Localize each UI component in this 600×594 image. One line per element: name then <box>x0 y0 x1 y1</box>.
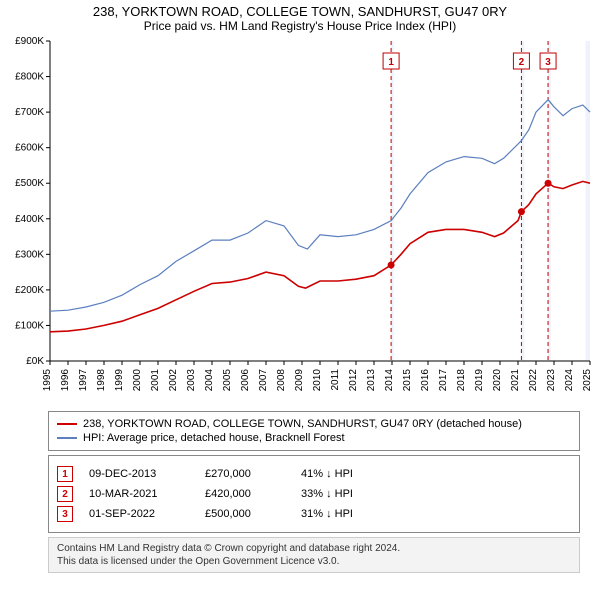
event-row: 1 09-DEC-2013 £270,000 41% ↓ HPI <box>57 466 571 482</box>
x-tick-label: 2011 <box>330 369 341 391</box>
event-row: 2 10-MAR-2021 £420,000 33% ↓ HPI <box>57 486 571 502</box>
event-row-badge: 3 <box>57 506 73 522</box>
page-title: 238, YORKTOWN ROAD, COLLEGE TOWN, SANDHU… <box>0 4 600 19</box>
x-tick-label: 2018 <box>456 369 467 392</box>
footer-line-1: Contains HM Land Registry data © Crown c… <box>57 542 571 555</box>
legend-row: HPI: Average price, detached house, Brac… <box>57 432 571 444</box>
event-change: 31% ↓ HPI <box>301 508 391 520</box>
x-tick-label: 2023 <box>546 369 557 392</box>
x-tick-label: 2012 <box>348 369 359 392</box>
y-tick-label: £500K <box>15 178 44 189</box>
legend-swatch <box>57 423 77 425</box>
y-tick-label: £700K <box>15 107 44 118</box>
y-tick-label: £0K <box>26 356 44 367</box>
x-tick-label: 2006 <box>240 369 251 392</box>
legend-box: 238, YORKTOWN ROAD, COLLEGE TOWN, SANDHU… <box>48 411 580 451</box>
y-tick-label: £100K <box>15 320 44 331</box>
event-badge-label: 3 <box>545 57 551 68</box>
x-tick-label: 2021 <box>510 369 521 392</box>
x-tick-label: 2003 <box>186 369 197 392</box>
x-tick-label: 2004 <box>204 369 215 392</box>
x-tick-label: 2014 <box>384 369 395 392</box>
event-row: 3 01-SEP-2022 £500,000 31% ↓ HPI <box>57 506 571 522</box>
chart-container: £0K £100K £200K £300K £400K £500K £600K £700K £8… <box>0 35 600 405</box>
y-tick-label: £400K <box>15 214 44 225</box>
event-row-badge: 1 <box>57 466 73 482</box>
x-tick-label: 2019 <box>474 369 485 392</box>
event-change: 41% ↓ HPI <box>301 468 391 480</box>
x-tick-label: 2005 <box>222 369 233 392</box>
series-marker <box>545 180 552 187</box>
event-row-badge: 2 <box>57 486 73 502</box>
x-tick-label: 2009 <box>294 369 305 392</box>
chart-svg: £0K £100K £200K £300K £400K £500K £600K £700K £8… <box>0 35 600 405</box>
x-tick-label: 2013 <box>366 369 377 392</box>
x-tick-label: 2024 <box>564 369 575 392</box>
y-tick-label: £600K <box>15 143 44 154</box>
legend-swatch <box>57 437 77 439</box>
x-tick-label: 2010 <box>312 369 323 392</box>
x-tick-label: 2025 <box>582 369 593 392</box>
x-tick-label: 2008 <box>276 369 287 392</box>
event-price: £500,000 <box>205 508 285 520</box>
series-marker <box>388 262 395 269</box>
x-tick-label: 1999 <box>114 369 125 392</box>
chart-band <box>391 41 394 361</box>
chart-band <box>521 41 524 361</box>
x-tick-label: 1997 <box>78 369 89 392</box>
x-tick-label: 2015 <box>402 369 413 392</box>
y-tick-label: £800K <box>15 72 44 83</box>
x-tick-label: 1995 <box>42 369 53 392</box>
event-badge-label: 2 <box>519 57 525 68</box>
page-subtitle: Price paid vs. HM Land Registry's House … <box>0 19 600 33</box>
legend-label: HPI: Average price, detached house, Brac… <box>83 432 345 444</box>
event-change: 33% ↓ HPI <box>301 488 391 500</box>
series-marker <box>518 208 525 215</box>
x-tick-label: 2001 <box>150 369 161 392</box>
events-box: 1 09-DEC-2013 £270,000 41% ↓ HPI 2 10-MAR-202… <box>48 455 580 533</box>
x-tick-label: 2016 <box>420 369 431 392</box>
x-tick-label: 2020 <box>492 369 503 392</box>
footer-box: Contains HM Land Registry data © Crown c… <box>48 537 580 573</box>
x-tick-label: 2022 <box>528 369 539 392</box>
event-price: £270,000 <box>205 468 285 480</box>
event-date: 01-SEP-2022 <box>89 508 189 520</box>
x-tick-label: 2007 <box>258 369 269 392</box>
chart-band <box>548 41 551 361</box>
x-tick-label: 1998 <box>96 369 107 392</box>
event-badge-label: 1 <box>388 57 394 68</box>
y-tick-label: £900K <box>15 36 44 47</box>
x-tick-label: 2017 <box>438 369 449 392</box>
x-tick-label: 1996 <box>60 369 71 392</box>
y-tick-label: £300K <box>15 249 44 260</box>
x-tick-label: 2002 <box>168 369 179 392</box>
event-date: 10-MAR-2021 <box>89 488 189 500</box>
legend-row: 238, YORKTOWN ROAD, COLLEGE TOWN, SANDHU… <box>57 418 571 430</box>
legend-label: 238, YORKTOWN ROAD, COLLEGE TOWN, SANDHU… <box>83 418 522 430</box>
x-tick-label: 2000 <box>132 369 143 392</box>
y-tick-label: £200K <box>15 285 44 296</box>
footer-line-2: This data is licensed under the Open Gov… <box>57 555 571 568</box>
event-price: £420,000 <box>205 488 285 500</box>
event-date: 09-DEC-2013 <box>89 468 189 480</box>
chart-band <box>586 41 591 361</box>
